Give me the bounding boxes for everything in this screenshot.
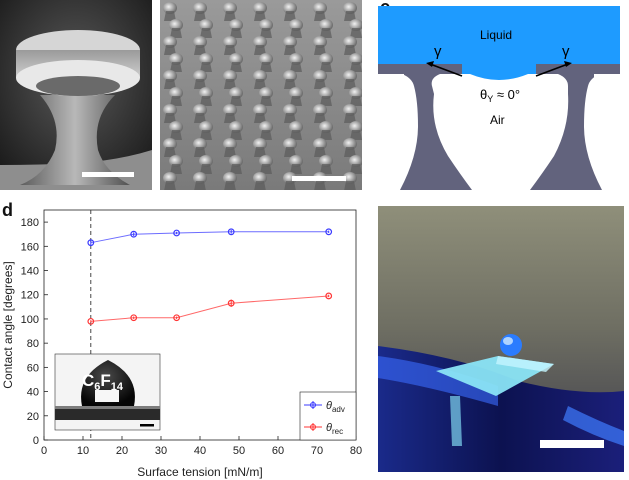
inset-formula: C6F14 [82,371,124,393]
scale-bar [292,176,346,181]
y-tick-label: 160 [21,241,39,253]
x-tick-label: 80 [350,445,362,457]
scale-bar [540,440,604,448]
x-axis-label: Surface tension [mN/m] [137,465,262,479]
sem-image-single-pillar [0,0,152,190]
x-tick-label: 20 [116,445,128,457]
scale-bar [82,172,134,177]
data-point [227,299,235,307]
y-axis-label: Contact angle [degrees] [1,261,15,388]
schematic-diagram: γ γ Liquid Air θY ≈ 0° [378,6,620,190]
data-point [173,229,181,237]
y-tick-label: 180 [21,217,39,229]
data-point [130,230,138,238]
liquid-label: Liquid [480,28,512,42]
y-tick-label: 140 [21,266,39,278]
x-tick-label: 40 [194,445,206,457]
legend-label: θadv [326,400,345,414]
y-tick-label: 40 [27,387,39,399]
legend-label: θrec [326,422,343,436]
gamma-right-label: γ [562,43,570,60]
data-point [173,314,181,322]
data-point [325,292,333,300]
chart-legend: θadv θrec [299,391,357,441]
x-tick-label: 60 [272,445,284,457]
data-point [87,317,95,325]
young-angle-label: θY ≈ 0° [480,87,520,104]
gamma-left-label: γ [434,43,442,60]
data-point [87,239,95,247]
right-pillar [530,64,620,190]
air-label: Air [490,113,505,127]
y-tick-label: 20 [27,411,39,423]
contact-angle-chart: 0 10 20 30 40 50 60 70 80 0 20 40 60 80 100 120 140 160 18… [1,209,362,479]
y-tick-label: 100 [21,314,39,326]
x-tick-label: 0 [41,445,47,457]
left-pillar [378,64,472,190]
y-tick-label: 60 [27,362,39,374]
liquid-region [378,6,620,80]
data-point [130,314,138,322]
x-tick-label: 30 [155,445,167,457]
y-tick-label: 120 [21,290,39,302]
y-tick-label: 80 [27,338,39,350]
x-tick-label: 10 [77,445,89,457]
data-point [227,228,235,236]
sem-image-pillar-array [160,0,362,190]
x-tick-label: 50 [233,445,245,457]
panel-letter-d: d [2,200,13,220]
data-point [325,228,333,236]
y-tick-label: 0 [33,435,39,447]
droplet-photo [378,206,624,472]
x-tick-label: 70 [311,445,323,457]
inset-droplet-image: C6F14 [54,353,161,431]
